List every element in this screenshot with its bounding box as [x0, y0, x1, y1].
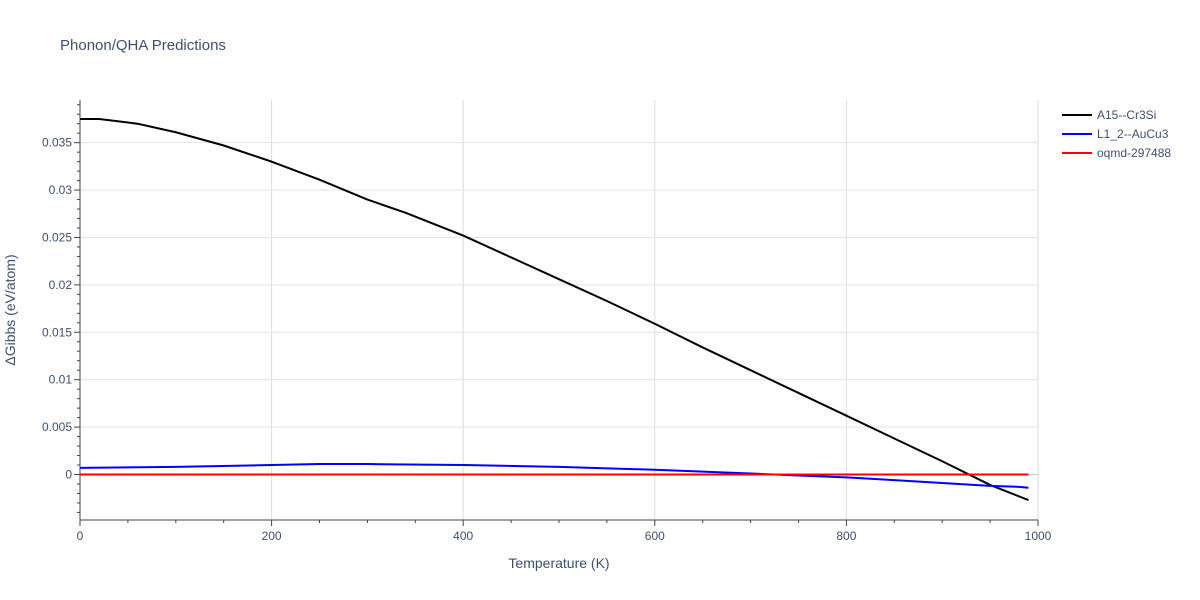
axes: 0 200 400 600 800 1000 0 0.005 0.01 0.015 0.02 0.02… — [42, 100, 1052, 543]
x-tick-label: 1000 — [1025, 529, 1052, 543]
y-tick-label: 0.005 — [42, 420, 72, 434]
legend-label: L1_2--AuCu3 — [1097, 127, 1169, 141]
series-lines — [79, 117, 1029, 502]
x-tick-label: 400 — [453, 529, 473, 543]
y-tick-label: 0.02 — [49, 278, 73, 292]
chart-title: Phonon/QHA Predictions — [60, 37, 226, 54]
legend-item[interactable]: A15--Cr3Si — [1062, 108, 1156, 122]
x-tick-label: 200 — [262, 529, 282, 543]
legend-item[interactable]: L1_2--AuCu3 — [1062, 127, 1169, 141]
grid — [80, 100, 1039, 520]
series-line-2 — [79, 463, 1029, 489]
y-tick-label: 0.015 — [42, 325, 72, 339]
legend[interactable]: A15--Cr3Si L1_2--AuCu3 oqmd-297488 — [1062, 108, 1171, 160]
x-tick-label: 800 — [836, 529, 856, 543]
y-tick-label: 0.035 — [42, 136, 72, 150]
x-axis-label: Temperature (K) — [508, 555, 609, 571]
legend-item[interactable]: oqmd-297488 — [1062, 146, 1171, 160]
series-line-1 — [80, 117, 1029, 502]
x-tick-label: 0 — [77, 529, 84, 543]
y-tick-label: 0.03 — [49, 183, 73, 197]
x-tick-label: 600 — [645, 529, 665, 543]
legend-label: A15--Cr3Si — [1097, 108, 1156, 122]
y-tick-label: 0.025 — [42, 230, 72, 244]
legend-label: oqmd-297488 — [1097, 146, 1171, 160]
y-tick-label: 0.01 — [49, 373, 73, 387]
y-tick-label: 0 — [65, 467, 72, 481]
y-axis-label: ΔGibbs (eV/atom) — [2, 254, 18, 365]
